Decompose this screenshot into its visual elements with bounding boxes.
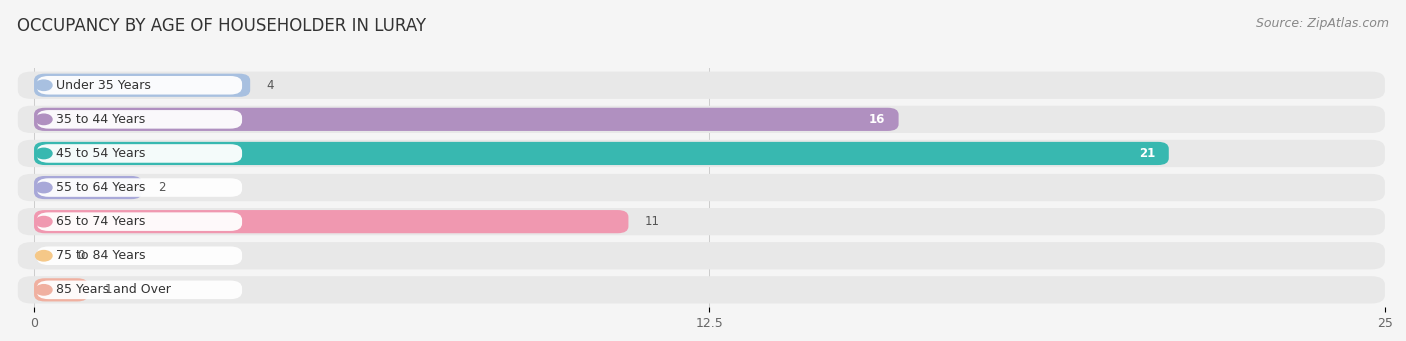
Text: 35 to 44 Years: 35 to 44 Years [56, 113, 145, 126]
FancyBboxPatch shape [37, 281, 242, 299]
Circle shape [35, 251, 52, 261]
FancyBboxPatch shape [18, 106, 1385, 133]
FancyBboxPatch shape [37, 212, 242, 231]
FancyBboxPatch shape [18, 72, 1385, 99]
Text: 85 Years and Over: 85 Years and Over [56, 283, 170, 296]
FancyBboxPatch shape [34, 210, 628, 233]
Text: 1: 1 [104, 283, 112, 296]
FancyBboxPatch shape [34, 108, 898, 131]
Text: 55 to 64 Years: 55 to 64 Years [56, 181, 145, 194]
FancyBboxPatch shape [18, 140, 1385, 167]
FancyBboxPatch shape [37, 247, 242, 265]
FancyBboxPatch shape [18, 174, 1385, 201]
Text: Under 35 Years: Under 35 Years [56, 79, 150, 92]
FancyBboxPatch shape [34, 278, 89, 301]
FancyBboxPatch shape [34, 176, 142, 199]
Text: 65 to 74 Years: 65 to 74 Years [56, 215, 145, 228]
Text: 21: 21 [1139, 147, 1156, 160]
Circle shape [35, 217, 52, 227]
FancyBboxPatch shape [18, 242, 1385, 269]
Text: 11: 11 [644, 215, 659, 228]
Text: 2: 2 [159, 181, 166, 194]
FancyBboxPatch shape [37, 144, 242, 163]
Text: 0: 0 [77, 249, 84, 262]
FancyBboxPatch shape [34, 142, 1168, 165]
FancyBboxPatch shape [37, 76, 242, 94]
FancyBboxPatch shape [18, 276, 1385, 303]
Circle shape [35, 148, 52, 159]
FancyBboxPatch shape [37, 110, 242, 129]
Circle shape [35, 182, 52, 193]
Circle shape [35, 285, 52, 295]
Text: 75 to 84 Years: 75 to 84 Years [56, 249, 145, 262]
FancyBboxPatch shape [18, 208, 1385, 235]
FancyBboxPatch shape [34, 74, 250, 97]
FancyBboxPatch shape [37, 178, 242, 197]
Text: 45 to 54 Years: 45 to 54 Years [56, 147, 145, 160]
Text: Source: ZipAtlas.com: Source: ZipAtlas.com [1256, 17, 1389, 30]
Text: 4: 4 [266, 79, 274, 92]
Text: 16: 16 [869, 113, 886, 126]
Circle shape [35, 114, 52, 124]
Text: OCCUPANCY BY AGE OF HOUSEHOLDER IN LURAY: OCCUPANCY BY AGE OF HOUSEHOLDER IN LURAY [17, 17, 426, 35]
Circle shape [35, 80, 52, 90]
